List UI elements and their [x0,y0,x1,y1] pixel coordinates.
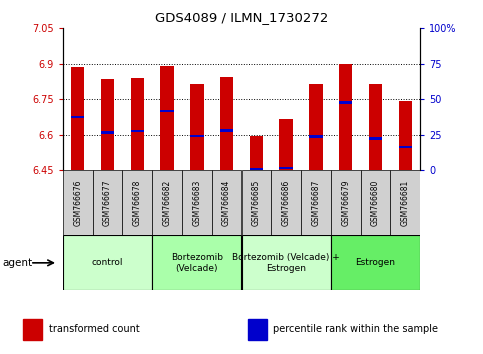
Bar [63,170,93,235]
Bar [369,84,382,170]
Bar [71,67,85,170]
Bar [280,119,293,170]
Bar [220,77,233,170]
Bar [182,170,212,235]
Text: GSM766686: GSM766686 [282,179,291,226]
Text: control: control [92,258,123,267]
Bar [152,235,242,290]
Text: transformed count: transformed count [49,324,140,334]
Bar [130,130,144,132]
Text: GSM766687: GSM766687 [312,179,320,226]
Bar [301,170,331,235]
Bar [190,84,203,170]
Bar [309,135,323,138]
Bar [339,64,353,170]
Text: GSM766682: GSM766682 [163,179,171,226]
Bar [250,136,263,170]
Bar [130,78,144,170]
Bar [71,116,85,118]
Text: GSM766679: GSM766679 [341,179,350,226]
Bar [212,170,242,235]
Bar [190,135,203,137]
Text: GSM766684: GSM766684 [222,179,231,226]
Bar [101,79,114,170]
Bar [361,170,390,235]
Text: GSM766685: GSM766685 [252,179,261,226]
Bar [23,319,42,340]
Text: percentile rank within the sample: percentile rank within the sample [273,324,439,334]
Bar [250,168,263,171]
Text: Bortezomib
(Velcade): Bortezomib (Velcade) [171,253,223,273]
Bar [280,167,293,169]
Bar [309,84,323,170]
Bar [242,170,271,235]
Text: GSM766677: GSM766677 [103,179,112,226]
Text: agent: agent [2,258,32,268]
Bar [122,170,152,235]
Bar [63,235,152,290]
Text: GSM766676: GSM766676 [73,179,82,226]
Bar [101,131,114,134]
Text: GSM766683: GSM766683 [192,179,201,226]
Text: Bortezomib (Velcade) +
Estrogen: Bortezomib (Velcade) + Estrogen [232,253,340,273]
Text: GDS4089 / ILMN_1730272: GDS4089 / ILMN_1730272 [155,11,328,24]
Text: GSM766680: GSM766680 [371,179,380,226]
Bar [220,129,233,132]
Bar [398,145,412,148]
Bar [242,235,331,290]
Text: GSM766678: GSM766678 [133,179,142,226]
Bar [339,102,353,104]
Text: Estrogen: Estrogen [355,258,396,267]
Bar [248,319,267,340]
Bar [271,170,301,235]
Bar [369,137,382,140]
Bar [93,170,122,235]
Bar [331,235,420,290]
Bar [160,110,174,112]
Bar [152,170,182,235]
Text: GSM766681: GSM766681 [401,179,410,226]
Bar [331,170,361,235]
Bar [390,170,420,235]
Bar [160,66,174,170]
Bar [398,102,412,170]
